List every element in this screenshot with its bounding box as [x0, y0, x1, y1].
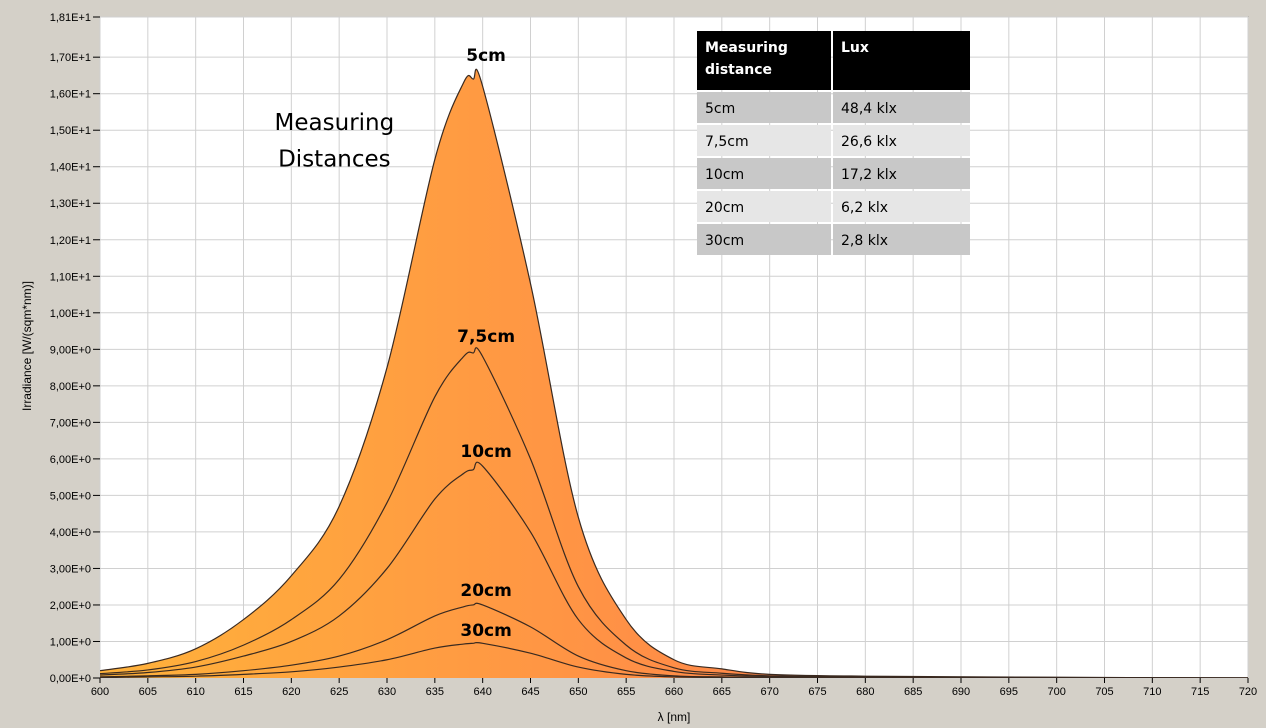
x-tick-label: 645 — [521, 686, 539, 698]
x-tick-label: 690 — [952, 686, 970, 698]
curve-layer — [100, 68, 1248, 678]
y-tick-label: 2,00E+0 — [50, 600, 91, 612]
x-tick-label: 685 — [904, 686, 922, 698]
table-rows: 5cm 48,4 klx 7,5cm 26,6 klx 10cm 17,2 klx 20cm… — [697, 92, 970, 255]
table-cell-distance: 20cm — [705, 200, 744, 216]
y-tick-label: 5,00E+0 — [50, 490, 91, 502]
table-header-distance-1: Measuring — [705, 40, 788, 56]
table-header-lux: Lux — [841, 40, 869, 56]
table-cell — [833, 158, 970, 189]
x-tick-label: 675 — [808, 686, 826, 698]
x-tick-label: 610 — [186, 686, 204, 698]
x-tick-label: 705 — [1095, 686, 1113, 698]
table-header-cell-1 — [697, 31, 831, 90]
series-line — [100, 641, 1248, 678]
table-cell-distance: 5cm — [705, 101, 735, 117]
x-tick-label: 710 — [1143, 686, 1161, 698]
curve-label: 5cm — [466, 46, 506, 66]
y-tick-label: 1,00E+1 — [50, 308, 91, 320]
x-tick-labels: 600 605 610 615 620 625 630 635 640 645 650 655 660 6… — [91, 678, 1257, 698]
x-tick-label: 720 — [1239, 686, 1257, 698]
table-cell — [697, 224, 831, 255]
table-cell — [833, 191, 970, 222]
y-axis-label: Irradiance [W/(sqm*nm)] — [20, 281, 34, 411]
y-tick-label: 8,00E+0 — [50, 381, 91, 393]
table-cell — [697, 92, 831, 123]
table-cell — [697, 125, 831, 156]
table-cell-lux: 17,2 klx — [841, 167, 897, 183]
table-cell — [833, 92, 970, 123]
y-tick-label: 1,60E+1 — [50, 89, 91, 101]
annotation-line-1: Measuring — [275, 110, 395, 136]
x-tick-label: 630 — [378, 686, 396, 698]
x-tick-label: 615 — [234, 686, 252, 698]
x-tick-label: 605 — [139, 686, 157, 698]
x-tick-label: 655 — [617, 686, 635, 698]
x-tick-label: 680 — [856, 686, 874, 698]
x-tick-label: 600 — [91, 686, 109, 698]
table-header-cell-2 — [833, 31, 970, 90]
table-cell — [697, 158, 831, 189]
x-tick-label: 635 — [426, 686, 444, 698]
x-tick-label: 700 — [1047, 686, 1065, 698]
table-cell — [833, 224, 970, 255]
annotation-line-2: Distances — [278, 147, 391, 173]
y-tick-labels: 0,00E+0 1,00E+0 2,00E+0 3,00E+0 4,00E+0 5,00E… — [50, 12, 100, 685]
table-cell-distance: 7,5cm — [705, 134, 749, 150]
y-tick-label: 6,00E+0 — [50, 454, 91, 466]
y-tick-label: 4,00E+0 — [50, 527, 91, 539]
x-tick-label: 695 — [1000, 686, 1018, 698]
table-cell — [833, 125, 970, 156]
x-tick-label: 665 — [713, 686, 731, 698]
table-cell — [697, 191, 831, 222]
table-cell-lux: 6,2 klx — [841, 200, 888, 216]
x-tick-label: 660 — [665, 686, 683, 698]
curve-label: 10cm — [460, 442, 511, 462]
y-tick-label: 0,00E+0 — [50, 673, 91, 685]
y-tick-label: 1,00E+0 — [50, 636, 91, 648]
y-tick-label: 7,00E+0 — [50, 417, 91, 429]
series-area-5cm — [100, 69, 1248, 678]
y-tick-label: 1,81E+1 — [50, 12, 91, 24]
y-tick-label: 9,00E+0 — [50, 344, 91, 356]
x-tick-label: 650 — [569, 686, 587, 698]
table-cell-distance: 10cm — [705, 167, 744, 183]
x-tick-label: 715 — [1191, 686, 1209, 698]
x-tick-label: 620 — [282, 686, 300, 698]
area-layer — [100, 69, 1248, 678]
y-tick-label: 1,20E+1 — [50, 235, 91, 247]
y-tick-label: 1,70E+1 — [50, 52, 91, 64]
y-tick-label: 3,00E+0 — [50, 563, 91, 575]
series-line — [100, 68, 1248, 678]
x-tick-label: 625 — [330, 686, 348, 698]
table-cell-lux: 2,8 klx — [841, 233, 888, 249]
y-tick-label: 1,50E+1 — [50, 125, 91, 137]
y-tick-label: 1,40E+1 — [50, 162, 91, 174]
curve-label: 7,5cm — [457, 327, 515, 347]
x-tick-label: 670 — [760, 686, 778, 698]
x-axis-label: λ [nm] — [658, 710, 691, 724]
curve-label: 20cm — [460, 581, 511, 601]
y-tick-label: 1,30E+1 — [50, 198, 91, 210]
table-cell-distance: 30cm — [705, 233, 744, 249]
lux-table: Measuring distance Lux 5cm 48,4 klx 7,5cm 2… — [697, 31, 970, 255]
table-cell-lux: 48,4 klx — [841, 101, 897, 117]
table-cell-lux: 26,6 klx — [841, 134, 897, 150]
curve-labels: 5cm 7,5cm 10cm 20cm 30cm — [457, 46, 515, 641]
y-tick-label: 1,10E+1 — [50, 271, 91, 283]
table-header-distance-2: distance — [705, 62, 772, 78]
x-tick-label: 640 — [473, 686, 491, 698]
curve-label: 30cm — [460, 621, 511, 641]
